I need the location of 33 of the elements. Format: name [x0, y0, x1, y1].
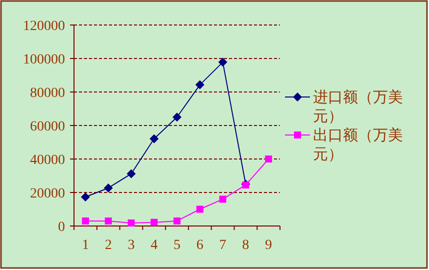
point — [150, 218, 158, 226]
legend-label: 进口额（万美元） — [313, 88, 404, 126]
point — [219, 196, 226, 203]
x-tick-label: 3 — [128, 238, 135, 253]
x-tick-label: 9 — [265, 238, 272, 253]
legend-label: 出口额（万美元） — [313, 126, 404, 164]
point — [174, 217, 180, 224]
point — [82, 217, 89, 224]
y-tick-label: 40000 — [30, 153, 65, 168]
x-tick-label: 8 — [242, 238, 250, 253]
y-tick-label: 100000 — [23, 52, 65, 68]
point — [128, 219, 135, 226]
x-tick-label: 2 — [104, 238, 112, 253]
point — [80, 192, 90, 202]
point — [126, 169, 136, 178]
point — [104, 183, 113, 192]
y-tick-label: 20000 — [30, 186, 65, 202]
y-tick-label: 80000 — [30, 86, 65, 101]
point — [172, 112, 182, 122]
point — [195, 80, 204, 90]
x-tick-label: 1 — [82, 238, 89, 253]
point — [265, 156, 272, 162]
point — [150, 134, 159, 144]
x-tick-label: 7 — [219, 238, 226, 253]
y-tick-label: 0 — [58, 220, 65, 235]
x-tick-label: 5 — [174, 238, 180, 253]
y-tick-label: 120000 — [23, 19, 65, 34]
point — [196, 206, 204, 213]
x-tick-label: 6 — [196, 238, 204, 253]
point — [218, 58, 228, 67]
point — [104, 217, 112, 224]
y-tick-label: 60000 — [30, 120, 65, 134]
x-tick-label: 4 — [150, 238, 158, 253]
